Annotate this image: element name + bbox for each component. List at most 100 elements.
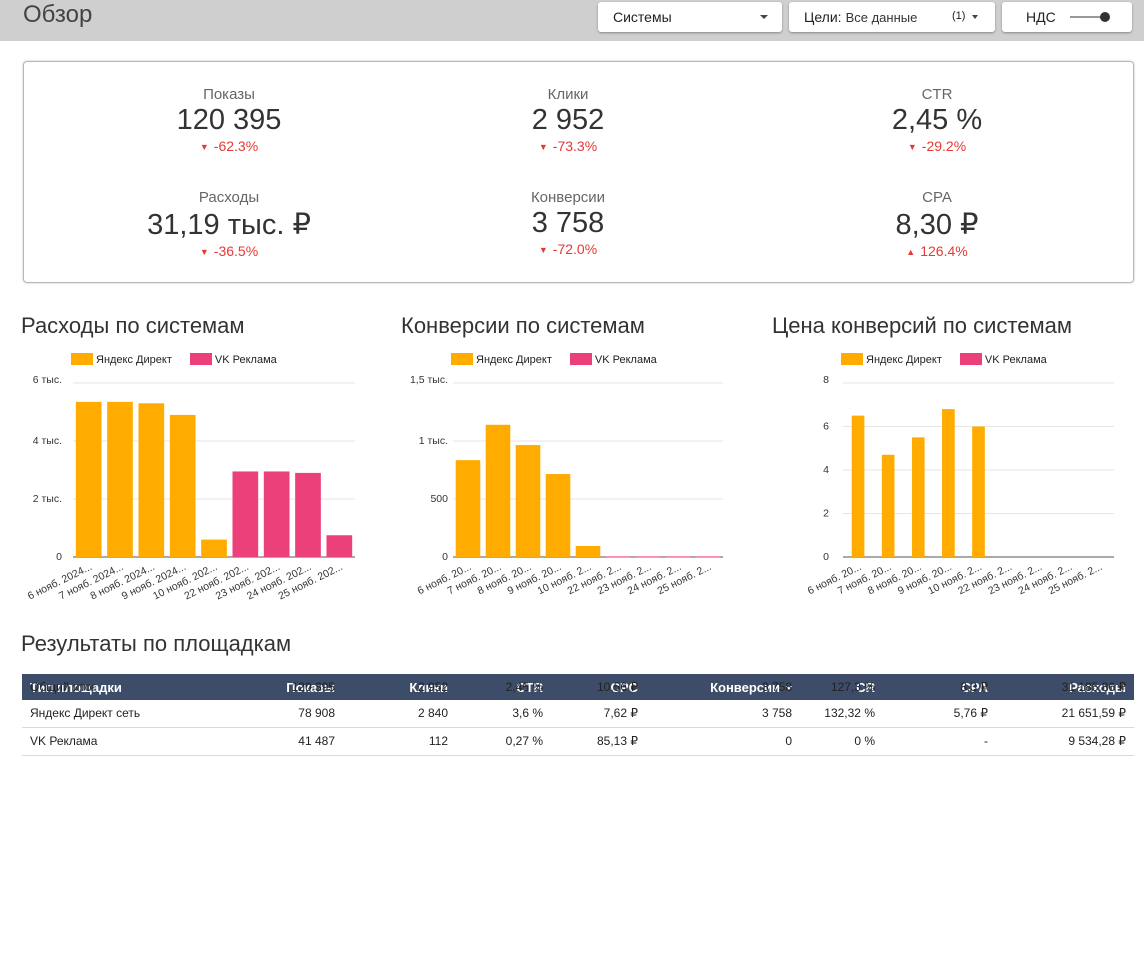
chart-legend-cpa: Яндекс Директ VK Реклама: [841, 353, 1062, 366]
systems-dropdown[interactable]: Системы: [598, 2, 782, 32]
cell-conversions: 0: [785, 734, 792, 748]
goals-dropdown[interactable]: Цели: Все данные (1): [789, 2, 995, 32]
column-header-placement[interactable]: Тип площадки: [30, 680, 122, 695]
cell-spend: 9 534,28 ₽: [1068, 734, 1126, 748]
bar-vk: [695, 556, 721, 558]
kpi-label: Расходы: [198, 189, 260, 206]
kpi-cpa: CPA 8,30 ₽ ▲ 126.4%: [787, 189, 1087, 259]
legend-label: VK Реклама: [214, 354, 277, 366]
y-tick-label: 2: [823, 508, 829, 520]
cell-clicks: 2 840: [417, 706, 448, 720]
legend-swatch: [71, 353, 93, 365]
vat-toggle-control[interactable]: НДС: [1002, 2, 1132, 32]
legend-item-yandex[interactable]: Яндекс Директ: [71, 353, 172, 366]
legend-item-yandex[interactable]: Яндекс Директ: [451, 353, 552, 366]
kpi-label: CTR: [921, 86, 953, 103]
kpi-spend: Расходы 31,19 тыс. ₽ ▼ -36.5%: [79, 189, 379, 259]
total-cr: 127,3 %: [830, 680, 875, 694]
y-tick-label: 1 тыс.: [419, 435, 448, 447]
kpi-delta: ▼ -62.3%: [79, 138, 379, 154]
legend-item-yandex[interactable]: Яндекс Директ: [841, 353, 942, 366]
kpi-delta: ▼ -36.5%: [79, 243, 379, 259]
bar-yandex: [138, 403, 165, 557]
total-cpa: 8,3 ₽: [960, 680, 988, 694]
column-header-cpa[interactable]: CPA: [961, 680, 988, 695]
arrow-down-icon: ▼: [538, 245, 548, 255]
kpi-clicks: Клики 2 952 ▼ -73.3%: [418, 86, 718, 154]
sort-desc-icon: [786, 686, 792, 690]
legend-item-vk[interactable]: VK Реклама: [569, 353, 657, 366]
kpi-value: 2,45 %: [891, 104, 983, 136]
arrow-down-icon: ▼: [907, 142, 917, 152]
legend-swatch: [569, 353, 592, 365]
legend-label: VK Реклама: [984, 354, 1047, 366]
column-header-cpc[interactable]: CPC: [610, 680, 638, 695]
y-tick-label: 0: [823, 551, 829, 563]
cell-conversions: 3 758: [761, 706, 792, 720]
kpi-conversions: Конверсии 3 758 ▼ -72.0%: [418, 189, 718, 257]
table-header-row: Тип площадки Показы Клики CTR CPC Конвер…: [22, 674, 1134, 700]
kpi-label: CPA: [922, 189, 952, 206]
kpi-label: Конверсии: [530, 189, 606, 206]
cell-ctr: 3,6 %: [512, 706, 543, 720]
legend-item-vk[interactable]: VK Реклама: [959, 353, 1047, 366]
chart-legend-conversions: Яндекс Директ VK Реклама: [451, 353, 672, 366]
bar-vk: [295, 472, 321, 557]
cell-clicks: 112: [428, 734, 448, 748]
total-impressions: 120 395: [291, 680, 335, 694]
arrow-up-icon: ▲: [906, 247, 916, 257]
legend-swatch: [841, 353, 863, 365]
y-tick-label: 500: [430, 493, 448, 505]
legend-item-vk[interactable]: VK Реклама: [189, 353, 277, 366]
cell-cpc: 7,62 ₽: [603, 706, 638, 720]
total-spend: 31 185,86 ₽: [1061, 680, 1126, 694]
cell-spend: 21 651,59 ₽: [1061, 706, 1126, 720]
legend-swatch: [451, 353, 473, 365]
y-tick-label: 8: [823, 374, 829, 386]
goals-count: (1): [952, 10, 966, 22]
y-tick-label: 4 тыс.: [33, 435, 62, 447]
kpi-value: 31,19 тыс. ₽: [147, 209, 311, 241]
y-tick-label: 0: [442, 551, 448, 563]
chart-title-cpa: Цена конверсий по системам: [772, 313, 1072, 338]
cell-cr: 0 %: [854, 734, 875, 748]
bar-yandex: [107, 401, 133, 557]
y-tick-label: 2 тыс.: [33, 493, 62, 505]
vat-toggle-track[interactable]: [1070, 16, 1106, 18]
column-header-spend[interactable]: Расходы: [1069, 680, 1126, 695]
column-header-clicks[interactable]: Клики: [409, 680, 448, 695]
total-ctr: 2,45 %: [505, 680, 543, 694]
bar-vk: [605, 556, 631, 558]
chevron-down-icon: [972, 15, 978, 19]
legend-label: Яндекс Директ: [96, 354, 172, 366]
y-tick-label: 0: [56, 551, 62, 563]
total-clicks: 2 952: [417, 680, 448, 694]
cell-impressions: 41 487: [298, 734, 335, 748]
bar-yandex: [455, 460, 481, 557]
column-header-cr[interactable]: CR: [856, 680, 875, 695]
top-bar: Обзор Системы Цели: Все данные (1) НДС: [0, 0, 1144, 41]
spend-by-system-chart: 02 тыс.4 тыс.6 тыс.6 нояб. 2024...7 нояб…: [26, 374, 355, 602]
bar-yandex: [575, 545, 601, 557]
column-header-impressions[interactable]: Показы: [286, 680, 335, 695]
kpi-label: Клики: [547, 86, 589, 103]
bar-yandex: [851, 415, 865, 557]
bar-vk: [665, 556, 691, 558]
bar-yandex: [169, 414, 196, 557]
cell-cpa: 5,76 ₽: [953, 706, 988, 720]
y-tick-label: 6: [823, 421, 829, 433]
column-header-conversions[interactable]: Конверсии: [710, 680, 792, 695]
total-conversions: 3 758: [761, 680, 792, 694]
kpi-value: 2 952: [531, 104, 605, 136]
kpi-label: Показы: [203, 86, 255, 103]
y-tick-label: 6 тыс.: [33, 374, 62, 386]
goals-dropdown-label: Цели: Все данные: [804, 9, 917, 25]
cell-placement: VK Реклама: [30, 734, 98, 748]
bar-vk: [326, 535, 353, 557]
legend-swatch: [959, 353, 982, 365]
systems-dropdown-label: Системы: [613, 9, 672, 25]
bar-vk: [263, 471, 290, 557]
column-header-ctr[interactable]: CTR: [516, 680, 543, 695]
vat-toggle-knob[interactable]: [1100, 12, 1110, 22]
